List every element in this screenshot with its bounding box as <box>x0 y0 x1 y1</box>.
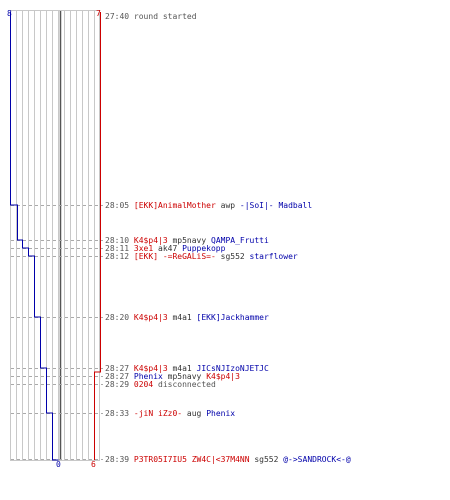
event-row: 28:11 3xe1 ak47 Puppekopp <box>105 244 225 253</box>
event-row: 28:20 K4$p4|3 m4a1 [EKK]Jackhammer <box>105 313 269 322</box>
ct-start-count: 8 <box>7 9 12 18</box>
event-row: 28:27 K4$p4|3 m4a1 JICsNJIzoNJETJC <box>105 364 269 373</box>
event-text: P3TR05I7IU5 ZW4C|<37M4NN <box>133 455 250 464</box>
event-text: mp5navy <box>167 236 211 245</box>
event-time: 28:29 <box>105 380 130 389</box>
graph-frame <box>10 10 100 461</box>
event-text: m4a1 <box>167 313 197 322</box>
event-row: 28:33 -jiN iZz0- aug Phenix <box>105 409 235 418</box>
event-time: 28:33 <box>105 409 130 418</box>
event-text: m4a1 <box>167 364 197 373</box>
event-text: K4$p4|3 <box>133 364 168 373</box>
event-time: 28:05 <box>105 201 130 210</box>
event-text: sg552 <box>215 252 250 261</box>
event-time: 28:20 <box>105 313 130 322</box>
event-row: 28:05 [EKK]AnimalMother awp -|SoI|- Madb… <box>105 201 312 210</box>
event-time: 28:10 <box>105 236 130 245</box>
event-text: Phenix <box>206 409 236 418</box>
event-text: round started <box>133 12 197 21</box>
t-start-count: 7 <box>96 9 101 18</box>
event-row: 28:27 Phenix mp5navy K4$p4|3 <box>105 372 240 381</box>
event-text: Phenix <box>133 372 163 381</box>
t-alive-line <box>94 12 101 460</box>
event-text: K4$p4|3 <box>206 372 240 381</box>
event-row: 28:12 [EKK] -=ReGALiS=- sg552 starflower <box>105 252 298 261</box>
ct-alive-line <box>10 12 59 461</box>
event-row: 28:10 K4$p4|3 mp5navy QAMPA_Frutti <box>105 236 269 245</box>
event-time: 28:27 <box>105 364 130 373</box>
event-text: JICsNJIzoNJETJC <box>196 364 269 373</box>
event-time: 28:39 <box>105 455 130 464</box>
event-text: QAMPA_Frutti <box>211 236 269 245</box>
event-text: aug <box>182 409 207 418</box>
event-text: ak47 <box>153 244 183 253</box>
event-time: 28:12 <box>105 252 130 261</box>
t-end-count: 6 <box>91 460 96 469</box>
event-text: mp5navy <box>162 372 207 381</box>
event-text: [EKK]Jackhammer <box>196 313 269 322</box>
event-time: 28:11 <box>105 244 130 253</box>
event-row: 27:40 round started <box>105 12 197 21</box>
event-text: -|SoI|- Madball <box>239 201 313 210</box>
event-text: sg552 <box>249 455 284 464</box>
event-text: [EKK] -=ReGALiS=- <box>133 252 216 261</box>
event-text: -jiN iZz0- <box>133 409 183 418</box>
event-text: [EKK]AnimalMother <box>133 201 216 210</box>
event-text: starflower <box>249 252 298 261</box>
event-text: 0204 <box>133 380 154 389</box>
event-text: awp <box>215 201 240 210</box>
event-text: @->SANDROCK<-@ <box>283 455 351 464</box>
event-time: 28:27 <box>105 372 130 381</box>
event-text: Puppekopp <box>182 244 226 253</box>
event-text: K4$p4|3 <box>133 236 168 245</box>
event-time: 27:40 <box>105 12 130 21</box>
event-text: disconnected <box>153 380 216 389</box>
event-text: 3xe1 <box>133 244 154 253</box>
event-row: 28:39 P3TR05I7IU5 ZW4C|<37M4NN sg552 @->… <box>105 455 351 464</box>
ct-end-count: 0 <box>56 460 61 469</box>
event-row: 28:29 0204 disconnected <box>105 380 216 389</box>
event-text: K4$p4|3 <box>133 313 168 322</box>
